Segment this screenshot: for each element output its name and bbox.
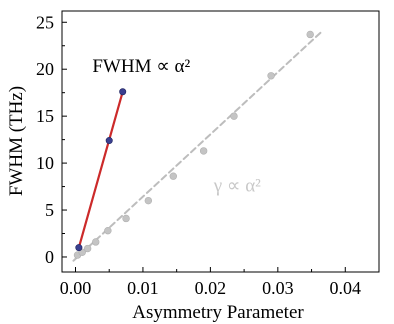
x-tick-label: 0.00 xyxy=(60,278,92,298)
x-tick-label: 0.02 xyxy=(195,278,227,298)
fit-line-gray xyxy=(72,30,323,262)
data-point-gray xyxy=(169,172,177,180)
data-point-gray xyxy=(92,238,100,246)
data-point-gray xyxy=(199,147,208,155)
data-point-gray xyxy=(144,196,153,205)
x-tick-label: 0.03 xyxy=(262,278,294,298)
axes: 0.00 0.01 0.02 0.03 0.04 0 5 10 15 20 25 xyxy=(36,10,380,298)
y-tick-label: 15 xyxy=(36,106,54,126)
data-point-gray xyxy=(83,244,92,253)
annotations: FWHM ∝ α² γ ∝ α² xyxy=(92,56,261,196)
data-point-gray xyxy=(306,30,314,39)
x-tick-label: 0.04 xyxy=(330,278,362,298)
y-tick-label: 20 xyxy=(36,59,54,79)
y-tick-label: 5 xyxy=(45,200,54,220)
data-point-gray xyxy=(267,72,275,80)
annotation-gamma: γ ∝ α² xyxy=(213,175,261,196)
y-tick-label: 10 xyxy=(36,153,54,173)
data-point-gray xyxy=(122,214,130,223)
data-point-red xyxy=(75,244,83,252)
plot-frame xyxy=(61,10,380,273)
x-axis-title: Asymmetry Parameter xyxy=(132,302,304,323)
y-tick-label: 0 xyxy=(45,247,54,267)
plot-area xyxy=(72,30,323,262)
data-point-red xyxy=(119,88,127,96)
x-tick-label: 0.01 xyxy=(127,278,159,298)
fit-line-red xyxy=(77,90,124,249)
data-point-red xyxy=(105,137,113,145)
y-tick-label: 25 xyxy=(36,12,54,32)
y-axis-title: FWHM (THz) xyxy=(6,86,27,196)
data-point-gray xyxy=(104,226,112,235)
data-point-gray xyxy=(230,112,238,120)
annotation-fwhm: FWHM ∝ α² xyxy=(92,56,190,77)
